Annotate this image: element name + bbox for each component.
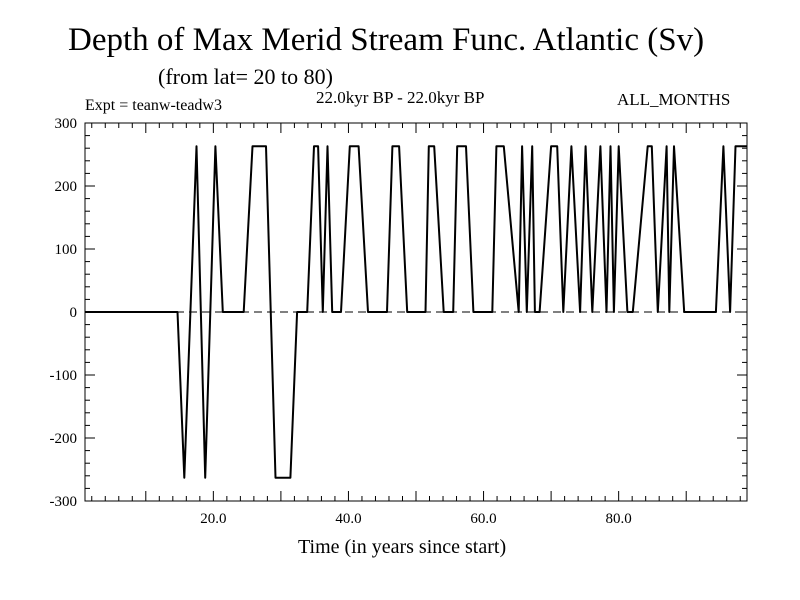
period-label: 22.0kyr BP - 22.0kyr BP xyxy=(316,88,485,107)
y-tick-label: -200 xyxy=(50,431,78,447)
y-tick-label: 200 xyxy=(55,179,78,195)
y-tick-label: -100 xyxy=(50,368,78,384)
months-label: ALL_MONTHS xyxy=(617,90,731,109)
x-tick-label: 80.0 xyxy=(606,511,632,527)
chart-title: Depth of Max Merid Stream Func. Atlantic… xyxy=(68,22,705,58)
y-tick-label: 0 xyxy=(70,305,78,321)
x-tick-label: 40.0 xyxy=(335,511,361,527)
series-layer xyxy=(85,145,747,479)
series-line xyxy=(85,145,747,479)
axis-ticks xyxy=(85,123,747,501)
x-tick-label: 60.0 xyxy=(470,511,496,527)
y-tick-label: 300 xyxy=(55,116,78,132)
x-tick-label: 20.0 xyxy=(200,511,226,527)
plot-frame xyxy=(84,122,748,502)
y-tick-label: -300 xyxy=(50,494,78,510)
tick-labels: 20.0 40.0 60.0 80.0 -300 -200 -100 0 100 200 300 xyxy=(50,116,632,527)
x-axis-label: Time (in years since start) xyxy=(298,536,507,558)
chart-subtitle: (from lat= 20 to 80) xyxy=(158,64,333,89)
y-tick-label: 100 xyxy=(55,242,78,258)
experiment-label: Expt = teanw-teadw3 xyxy=(85,97,222,114)
